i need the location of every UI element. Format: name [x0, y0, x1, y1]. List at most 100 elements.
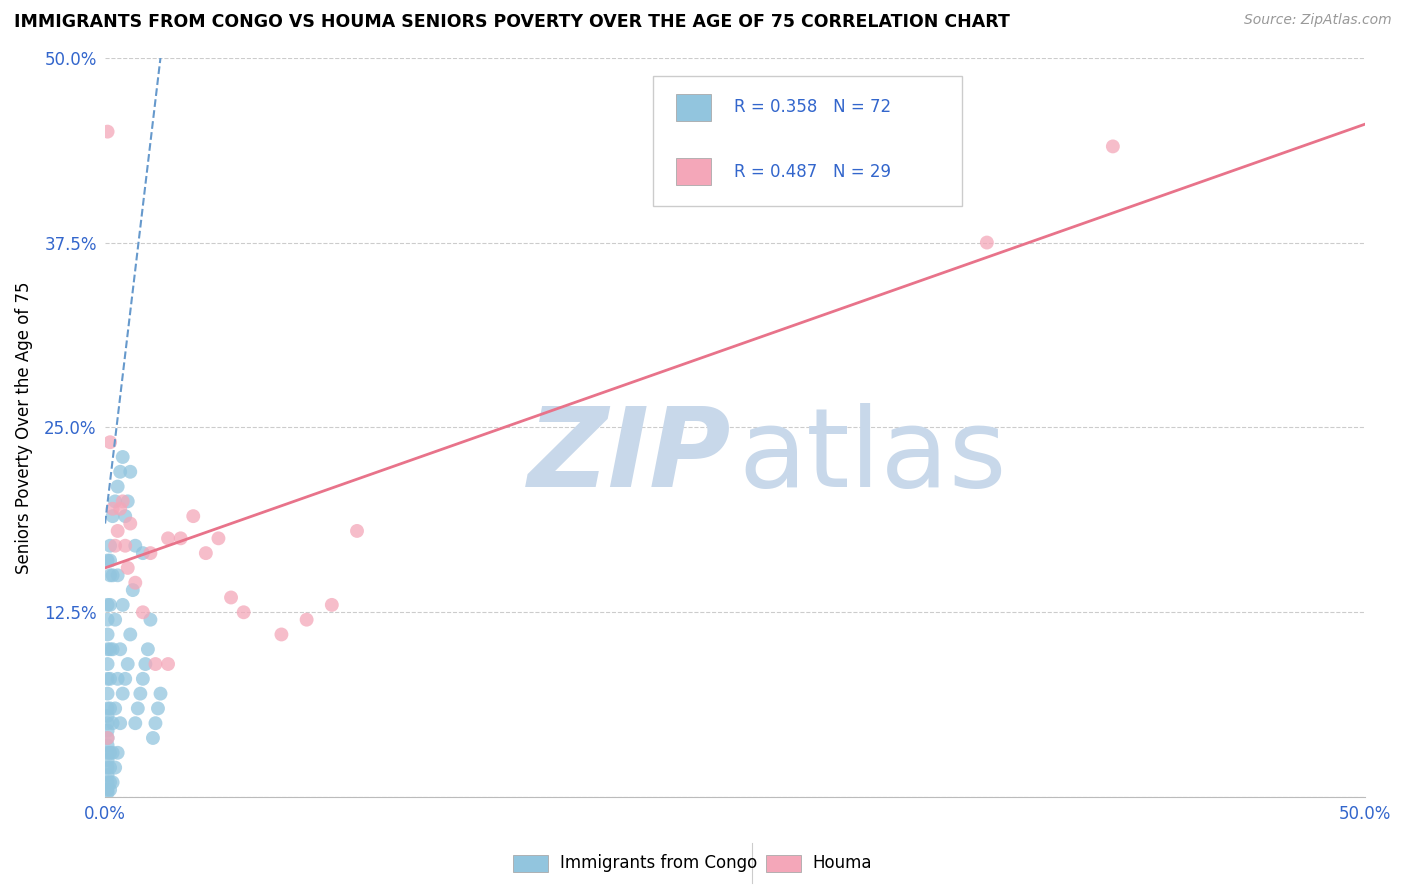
Point: [97, 708, 120, 723]
Text: Immigrants from Congo: Immigrants from Congo: [560, 855, 756, 872]
Point: [111, 598, 134, 612]
Point: [117, 494, 139, 508]
Point: [117, 561, 139, 575]
Point: [127, 701, 149, 715]
Y-axis label: Seniors Poverty Over the Age of 75: Seniors Poverty Over the Age of 75: [15, 281, 32, 574]
Point: [98, 672, 121, 686]
Point: [98, 598, 121, 612]
FancyBboxPatch shape: [652, 76, 962, 205]
Point: [120, 627, 142, 641]
Point: [114, 672, 136, 686]
Point: [219, 591, 242, 605]
Text: R = 0.358   N = 72: R = 0.358 N = 72: [734, 98, 891, 116]
Point: [97, 125, 120, 139]
Point: [104, 539, 127, 553]
Point: [124, 716, 146, 731]
Point: [104, 494, 127, 508]
Point: [157, 532, 180, 546]
Point: [111, 450, 134, 464]
Text: atlas: atlas: [738, 403, 1007, 510]
Point: [98, 539, 121, 553]
Point: [139, 546, 162, 560]
Point: [107, 479, 129, 493]
Point: [98, 761, 121, 775]
Point: [101, 746, 124, 760]
Point: [111, 687, 134, 701]
Point: [101, 716, 124, 731]
Point: [97, 553, 120, 567]
Point: [98, 568, 121, 582]
Point: [120, 516, 142, 531]
Point: [97, 613, 120, 627]
Point: [111, 494, 134, 508]
Point: [97, 716, 120, 731]
Point: [101, 501, 124, 516]
Point: [97, 642, 120, 657]
Point: [107, 524, 129, 538]
Point: [346, 524, 368, 538]
Point: [207, 532, 229, 546]
Point: [97, 739, 120, 753]
Point: [270, 627, 292, 641]
Point: [107, 672, 129, 686]
Point: [101, 775, 124, 789]
Text: R = 0.487   N = 29: R = 0.487 N = 29: [734, 162, 890, 180]
Point: [194, 546, 217, 560]
Point: [97, 761, 120, 775]
Point: [97, 657, 120, 671]
Point: [117, 657, 139, 671]
Text: Source: ZipAtlas.com: Source: ZipAtlas.com: [1244, 13, 1392, 28]
Point: [134, 657, 156, 671]
Point: [114, 509, 136, 524]
Point: [232, 605, 254, 619]
Point: [181, 509, 204, 524]
Point: [98, 553, 121, 567]
Point: [97, 753, 120, 767]
Point: [98, 435, 121, 450]
Point: [976, 235, 998, 250]
Text: ZIP: ZIP: [527, 403, 731, 510]
Point: [145, 657, 167, 671]
Point: [107, 746, 129, 760]
Point: [146, 701, 169, 715]
Point: [142, 731, 165, 745]
Point: [97, 672, 120, 686]
Point: [98, 746, 121, 760]
Point: [107, 568, 129, 582]
Point: [1102, 139, 1125, 153]
Point: [98, 782, 121, 797]
FancyBboxPatch shape: [676, 94, 711, 120]
Point: [121, 583, 143, 598]
Point: [139, 613, 162, 627]
Point: [321, 598, 343, 612]
Point: [169, 532, 191, 546]
Point: [124, 539, 146, 553]
Point: [101, 642, 124, 657]
Point: [97, 775, 120, 789]
Text: IMMIGRANTS FROM CONGO VS HOUMA SENIORS POVERTY OVER THE AGE OF 75 CORRELATION CH: IMMIGRANTS FROM CONGO VS HOUMA SENIORS P…: [14, 13, 1010, 31]
Point: [104, 701, 127, 715]
Point: [97, 782, 120, 797]
Point: [98, 642, 121, 657]
Point: [97, 598, 120, 612]
Point: [157, 657, 180, 671]
Point: [149, 687, 172, 701]
Point: [97, 627, 120, 641]
Point: [108, 501, 131, 516]
Point: [97, 746, 120, 760]
Point: [136, 642, 159, 657]
Point: [104, 613, 127, 627]
Point: [145, 716, 167, 731]
Point: [97, 701, 120, 715]
Point: [108, 642, 131, 657]
Point: [132, 672, 155, 686]
Point: [129, 687, 152, 701]
Point: [101, 509, 124, 524]
Text: Houma: Houma: [813, 855, 872, 872]
Point: [124, 575, 146, 590]
Point: [295, 613, 318, 627]
Point: [132, 546, 155, 560]
Point: [97, 731, 120, 745]
Point: [97, 731, 120, 745]
Point: [132, 605, 155, 619]
